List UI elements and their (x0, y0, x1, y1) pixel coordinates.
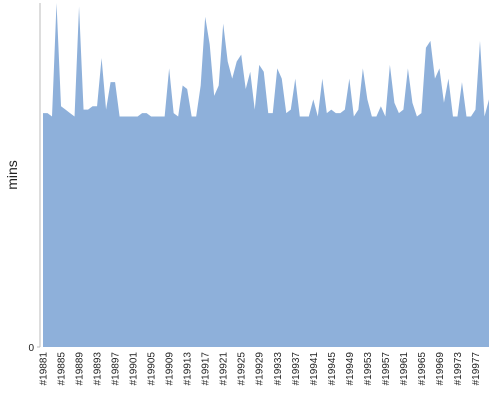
y-axis-title: mins (4, 160, 20, 190)
x-tick-label: #19881 (39, 352, 50, 386)
x-tick-label: #19949 (345, 352, 356, 386)
x-tick-label: #19905 (147, 352, 158, 386)
x-tick-label: #19941 (309, 352, 320, 386)
x-tick-label: #19929 (255, 352, 266, 386)
x-tick-label: #19913 (183, 352, 194, 386)
x-tick-label: #19937 (291, 352, 302, 386)
x-tick-label: #19945 (327, 352, 338, 386)
x-tick-label: #19965 (417, 352, 428, 386)
y-tick-label: 0 (28, 343, 34, 354)
x-tick-label: #19917 (201, 352, 212, 386)
x-tick-label: #19897 (111, 352, 122, 386)
x-tick-label: #19933 (273, 352, 284, 386)
x-tick-label: #19973 (453, 352, 464, 386)
x-tick-label: #19885 (57, 352, 68, 386)
x-tick-label: #19909 (165, 352, 176, 386)
x-tick-label: #19921 (219, 352, 230, 386)
x-tick-label: #19957 (381, 352, 392, 386)
x-tick-label: #19925 (237, 352, 248, 386)
x-tick-label: #19893 (93, 352, 104, 386)
x-tick-label: #19961 (399, 352, 410, 386)
x-tick-label: #19977 (471, 352, 482, 386)
x-tick-label: #19969 (435, 352, 446, 386)
x-tick-label: #19953 (363, 352, 374, 386)
x-tick-label: #19901 (129, 352, 140, 386)
area (43, 3, 489, 347)
x-tick-label: #19889 (75, 352, 86, 386)
